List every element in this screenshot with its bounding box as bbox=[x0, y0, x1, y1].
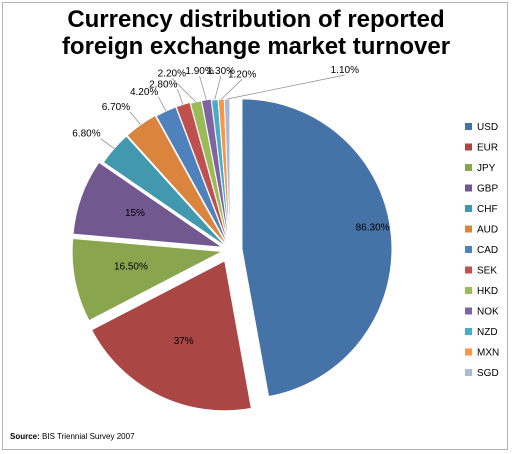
legend-swatch-gbp bbox=[465, 184, 472, 192]
chart-title: Currency distribution of reported foreig… bbox=[0, 6, 512, 60]
legend-label-cad: CAD bbox=[477, 245, 498, 256]
legend-swatch-cad bbox=[465, 246, 472, 253]
legend-label-jpy: JPY bbox=[477, 163, 496, 174]
pie-slice-gbp bbox=[72, 161, 225, 248]
legend-swatch-sek bbox=[465, 266, 472, 274]
leader-line-cad bbox=[157, 96, 167, 112]
data-label-cad: 4.20% bbox=[130, 87, 158, 98]
data-label-hkd: 2.20% bbox=[158, 68, 186, 79]
leader-line-nok bbox=[199, 75, 207, 100]
pie-slice-usd bbox=[241, 98, 393, 398]
source-note: Source: BIS Triennial Survey 2007 bbox=[10, 432, 135, 441]
legend-swatch-usd bbox=[465, 123, 472, 130]
pie-slice-aud bbox=[126, 114, 229, 248]
legend-label-gbp: GBP bbox=[477, 184, 498, 195]
data-label-nok: 1.90% bbox=[185, 66, 213, 77]
data-label-sgd: 1.10% bbox=[331, 65, 359, 76]
data-label-sek: 2.80% bbox=[149, 79, 177, 90]
legend-swatch-sgd bbox=[465, 369, 472, 376]
leader-line-sgd bbox=[227, 74, 345, 100]
chart-title-line-2: foreign exchange market turnover bbox=[61, 33, 451, 60]
data-label-nzd: 1.30% bbox=[207, 66, 235, 77]
legend-label-aud: AUD bbox=[477, 225, 498, 236]
legend-swatch-eur bbox=[465, 143, 472, 151]
pie-slice-sek bbox=[175, 101, 230, 248]
pie-slice-sgd bbox=[223, 98, 231, 250]
legend-swatch-nzd bbox=[465, 328, 472, 335]
legend-label-mxn: MXN bbox=[477, 348, 499, 359]
source-label: Source: bbox=[10, 432, 40, 441]
leader-line-aud bbox=[129, 111, 141, 125]
legend-label-nok: NOK bbox=[477, 307, 499, 318]
data-label-jpy: 16.50% bbox=[114, 262, 148, 273]
data-label-chf: 6.80% bbox=[72, 129, 100, 140]
legend-label-sek: SEK bbox=[477, 266, 497, 277]
legend-swatch-nok bbox=[465, 307, 472, 315]
legend-swatch-hkd bbox=[465, 287, 472, 294]
legend-label-chf: CHF bbox=[477, 204, 498, 215]
data-label-eur: 37% bbox=[174, 336, 194, 347]
pie-slice-eur bbox=[90, 260, 252, 412]
leader-line-sek bbox=[177, 89, 184, 105]
legend-label-nzd: NZD bbox=[477, 327, 498, 338]
leader-line-chf bbox=[100, 138, 115, 149]
data-label-aud: 6.70% bbox=[102, 102, 130, 113]
legend-swatch-aud bbox=[465, 225, 472, 233]
chart-title-line-1: Currency distribution of reported bbox=[67, 6, 445, 33]
data-label-mxn: 1.20% bbox=[228, 69, 256, 80]
legend-label-hkd: HKD bbox=[477, 286, 498, 297]
legend-swatch-chf bbox=[465, 205, 472, 212]
legend-swatch-mxn bbox=[465, 348, 472, 356]
legend-label-eur: EUR bbox=[477, 143, 498, 154]
source-text: BIS Triennial Survey 2007 bbox=[39, 432, 135, 441]
data-label-usd: 86.30% bbox=[356, 223, 390, 234]
leader-line-nzd bbox=[214, 75, 222, 100]
pie-slice-jpy bbox=[71, 237, 224, 322]
data-label-gbp: 15% bbox=[125, 208, 145, 219]
leader-line-mxn bbox=[220, 79, 243, 100]
legend-swatch-jpy bbox=[465, 164, 472, 171]
legend-label-usd: USD bbox=[477, 122, 498, 133]
leader-line-hkd bbox=[171, 78, 197, 103]
legend-label-sgd: SGD bbox=[477, 368, 499, 379]
